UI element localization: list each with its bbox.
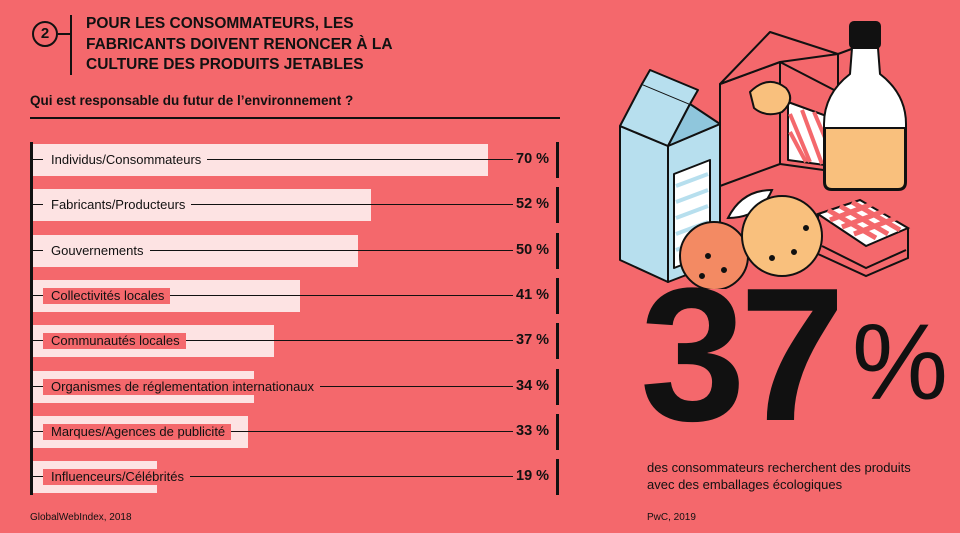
category-label: Gouvernements	[43, 242, 150, 259]
row-end-marker	[556, 323, 559, 360]
packaging-illustration	[619, 21, 911, 289]
row-end-marker	[556, 187, 559, 224]
value-label: 52 %	[516, 196, 550, 213]
title-bracket	[70, 15, 72, 75]
value-label: 41 %	[516, 286, 550, 303]
chart-source: GlobalWebIndex, 2018	[30, 512, 132, 523]
chart-row: Individus/Consommateurs 70 %	[0, 142, 600, 178]
orange-fruit-icon	[679, 188, 823, 289]
leader-line	[33, 340, 513, 342]
section-number-badge: 2	[32, 21, 58, 47]
row-end-marker	[556, 368, 559, 405]
value-label: 37 %	[516, 332, 550, 349]
stat-source: PwC, 2019	[647, 512, 696, 523]
row-end-marker	[556, 232, 559, 269]
row-end-marker	[556, 142, 559, 178]
value-label: 50 %	[516, 241, 550, 258]
leader-line	[33, 294, 513, 296]
big-stat-number: 37	[640, 249, 845, 461]
category-label: Collectivités locales	[43, 287, 171, 304]
page-title: POUR LES CONSOMMATEURS, LES FABRICANTS D…	[86, 15, 392, 73]
value-label: 70 %	[516, 151, 550, 167]
leader-line	[33, 249, 513, 251]
category-label: Fabricants/Producteurs	[43, 197, 192, 214]
category-label: Individus/Consommateurs	[43, 152, 208, 168]
stat-caption: des consommateurs recherchent des produi…	[647, 460, 911, 492]
title-rule	[30, 117, 560, 119]
chart-row: Fabricants/Producteurs 52 %	[0, 187, 600, 224]
row-end-marker	[556, 413, 559, 450]
leader-line	[33, 204, 513, 206]
value-label: 19 %	[516, 468, 550, 485]
chart-row: Collectivités locales 41 %	[0, 277, 600, 314]
value-label: 34 %	[516, 377, 550, 394]
leader-line	[33, 430, 513, 432]
category-label: Influenceurs/Célébrités	[43, 469, 190, 486]
badge-connector	[58, 33, 70, 35]
chart-row: Influenceurs/Célébrités 19 %	[0, 459, 600, 496]
chart-row: Communautés locales 37 %	[0, 323, 600, 360]
value-label: 33 %	[516, 422, 550, 439]
chart-question: Qui est responsable du futur de l’enviro…	[30, 93, 354, 108]
leader-line	[33, 159, 513, 160]
category-label: Communautés locales	[43, 333, 186, 350]
leader-line	[33, 476, 513, 478]
chart-row: Gouvernements 50 %	[0, 232, 600, 269]
category-label: Organismes de réglementation internation…	[43, 378, 321, 395]
milk-bottle-icon	[823, 21, 907, 191]
row-end-marker	[556, 459, 559, 496]
category-label: Marques/Agences de publicité	[43, 423, 232, 440]
chart-row: Marques/Agences de publicité 33 %	[0, 413, 600, 450]
chart-row: Organismes de réglementation internation…	[0, 368, 600, 405]
big-stat-percent: %	[852, 301, 949, 422]
chart-axis-left	[30, 142, 33, 495]
row-end-marker	[556, 277, 559, 314]
